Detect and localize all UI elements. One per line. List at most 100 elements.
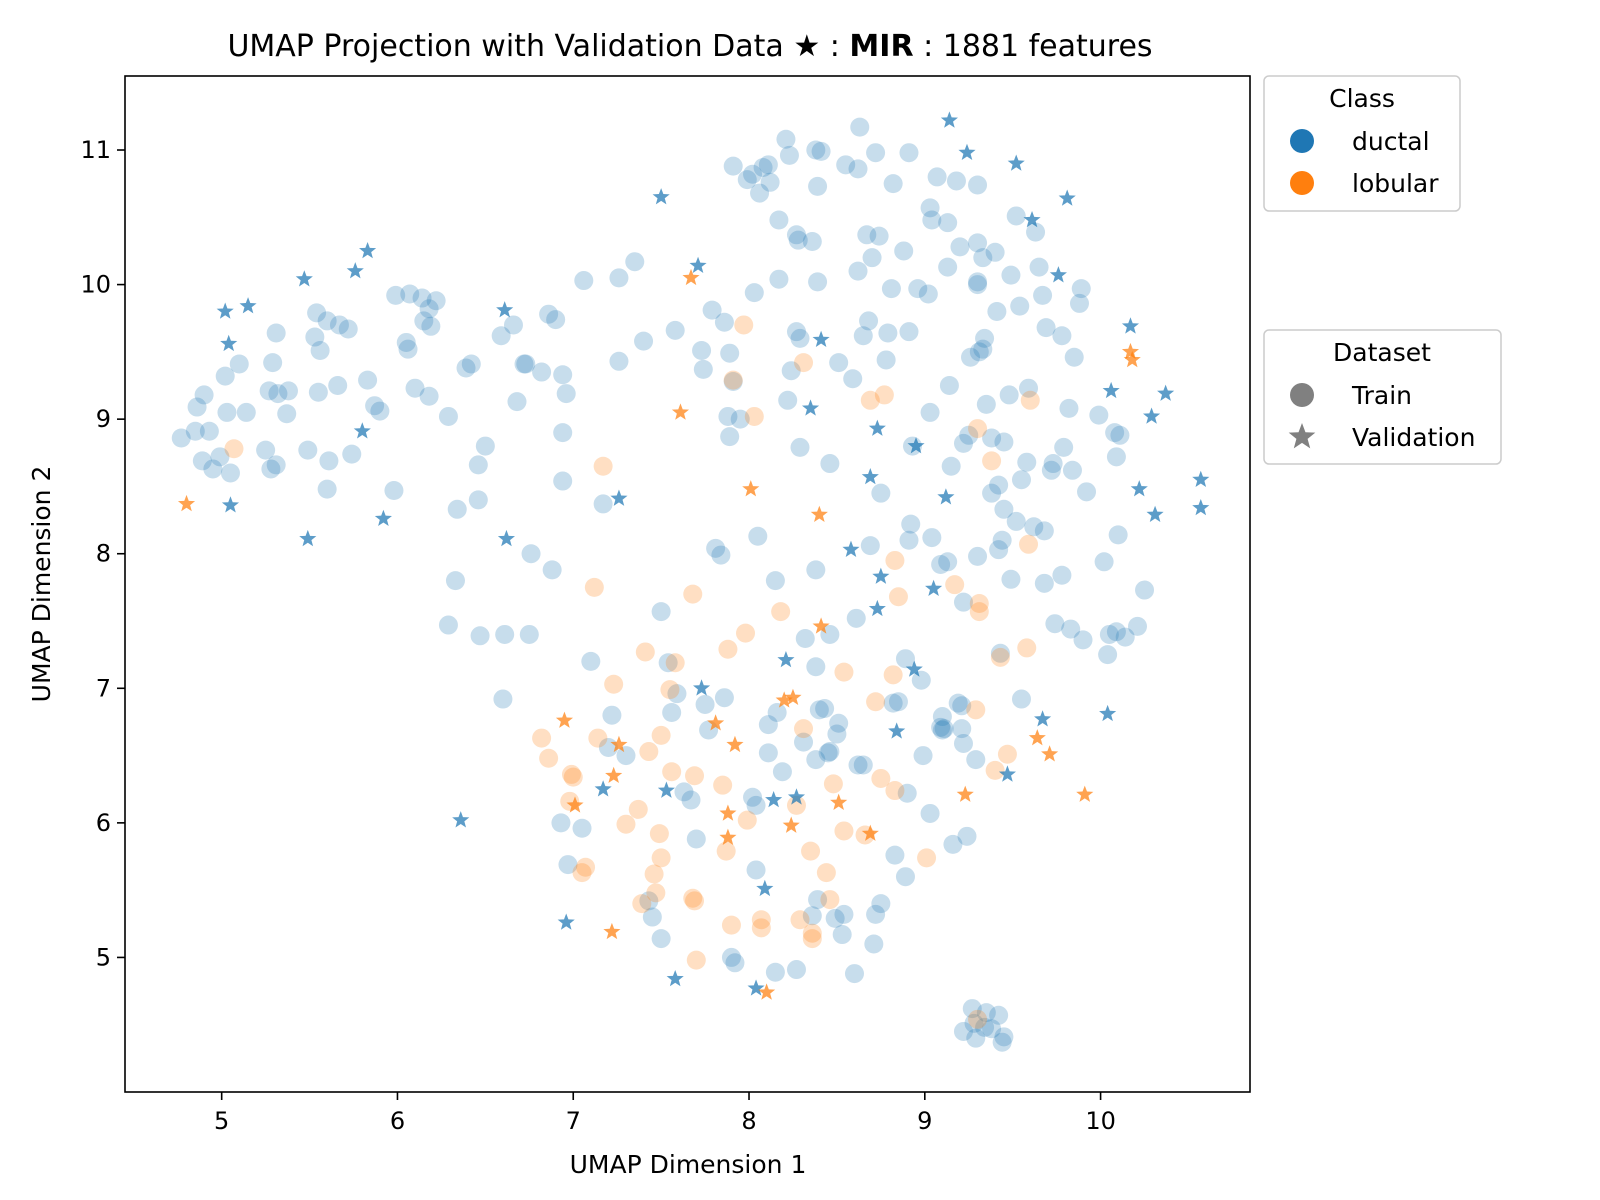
validation-point-lobular	[177, 494, 196, 512]
train-point-ductal	[911, 670, 931, 690]
x-tick-label: 8	[741, 1107, 756, 1135]
train-point-ductal	[1011, 689, 1031, 709]
train-point-lobular	[734, 315, 754, 335]
train-point-lobular	[969, 594, 989, 614]
train-point-lobular	[794, 719, 814, 739]
train-point-lobular	[662, 762, 682, 782]
train-point-lobular	[860, 390, 880, 410]
train-point-ductal	[384, 480, 404, 500]
train-point-ductal	[786, 322, 806, 342]
train-point-lobular	[834, 662, 854, 682]
validation-point-ductal	[1007, 154, 1025, 171]
train-point-ductal	[811, 141, 831, 161]
train-point-lobular	[883, 665, 903, 685]
train-point-ductal	[790, 437, 810, 457]
train-point-lobular	[801, 841, 821, 861]
train-point-lobular	[639, 742, 659, 762]
train-point-ductal	[1054, 437, 1074, 457]
train-point-ductal	[820, 454, 840, 474]
train-point-lobular	[888, 587, 908, 607]
train-point-ductal	[788, 230, 808, 250]
validation-point-ductal	[220, 334, 238, 352]
train-point-ductal	[779, 145, 799, 165]
train-point-ductal	[973, 248, 993, 268]
train-point-ductal	[975, 328, 995, 348]
y-tick-label: 11	[80, 136, 111, 164]
train-point-ductal	[1094, 552, 1114, 572]
train-point-ductal	[931, 717, 951, 737]
train-point-ductal	[871, 483, 891, 503]
train-point-ductal	[199, 421, 219, 441]
validation-point-ductal	[1023, 210, 1041, 228]
train-point-ductal	[1029, 257, 1049, 277]
train-point-ductal	[1128, 616, 1147, 636]
train-point-ductal	[695, 694, 715, 714]
validation-point-lobular	[555, 711, 574, 728]
validation-point-ductal	[868, 599, 886, 617]
train-point-lobular	[665, 653, 685, 673]
train-point-ductal	[932, 720, 952, 740]
train-point-ductal	[952, 719, 972, 739]
train-point-ductal	[869, 226, 889, 246]
train-point-ductal	[953, 433, 973, 453]
x-tick-label: 10	[1085, 1107, 1116, 1135]
validation-point-ductal	[1034, 710, 1052, 727]
validation-point-ductal	[216, 302, 234, 319]
train-point-ductal	[957, 826, 977, 846]
train-point-ductal	[419, 386, 439, 406]
train-point-ductal	[743, 787, 763, 807]
train-point-ductal	[365, 396, 385, 416]
chart-title: UMAP Projection with Validation Data ★ :…	[227, 29, 1152, 64]
train-point-ductal	[692, 341, 712, 361]
train-point-ductal	[468, 455, 488, 475]
train-point-ductal	[1017, 452, 1037, 472]
train-point-ductal	[277, 404, 297, 424]
train-point-ductal	[862, 248, 882, 268]
validation-point-ductal	[497, 529, 515, 547]
validation-point-lobular	[861, 824, 879, 841]
train-point-ductal	[720, 343, 740, 363]
train-point-ductal	[192, 451, 212, 471]
train-point-lobular	[945, 575, 965, 595]
train-point-ductal	[938, 213, 958, 233]
train-point-ductal	[651, 602, 671, 622]
train-point-ductal	[985, 242, 1005, 262]
train-point-ductal	[987, 302, 1007, 321]
train-point-ductal	[521, 544, 541, 564]
train-point-ductal	[256, 440, 276, 460]
train-point-ductal	[848, 159, 868, 179]
train-point-ductal	[899, 322, 919, 342]
train-point-ductal	[1061, 619, 1081, 639]
train-point-ductal	[753, 158, 773, 178]
train-point-ductal	[268, 384, 288, 404]
train-point-ductal	[806, 657, 826, 677]
train-point-ductal	[818, 743, 838, 763]
train-point-ductal	[730, 409, 750, 429]
train-point-ductal	[723, 371, 743, 391]
y-tick-label: 7	[96, 674, 111, 702]
train-point-ductal	[827, 724, 847, 744]
train-point-ductal	[574, 271, 594, 291]
train-point-lobular	[744, 406, 764, 426]
train-point-ductal	[750, 183, 770, 203]
train-point-lobular	[751, 910, 771, 930]
train-point-ductal	[953, 592, 973, 612]
legend-dataset-title: Dataset	[1333, 338, 1431, 367]
train-point-lobular	[990, 647, 1010, 667]
validation-point-lobular	[1121, 342, 1140, 360]
train-point-ductal	[194, 385, 214, 405]
validation-point-ductal	[666, 969, 684, 987]
train-point-lobular	[786, 795, 806, 815]
train-point-ductal	[514, 354, 534, 374]
train-point-ductal	[808, 272, 828, 292]
train-point-ductal	[808, 176, 828, 196]
validation-point-ductal	[937, 488, 955, 505]
y-tick-label: 8	[96, 540, 111, 568]
train-point-ductal	[556, 384, 576, 404]
validation-point-lobular	[726, 735, 744, 753]
train-point-ductal	[964, 1013, 984, 1033]
train-point-ductal	[263, 353, 283, 373]
train-point-lobular	[1020, 390, 1040, 410]
train-point-ductal	[551, 813, 571, 833]
train-point-ductal	[994, 499, 1014, 519]
